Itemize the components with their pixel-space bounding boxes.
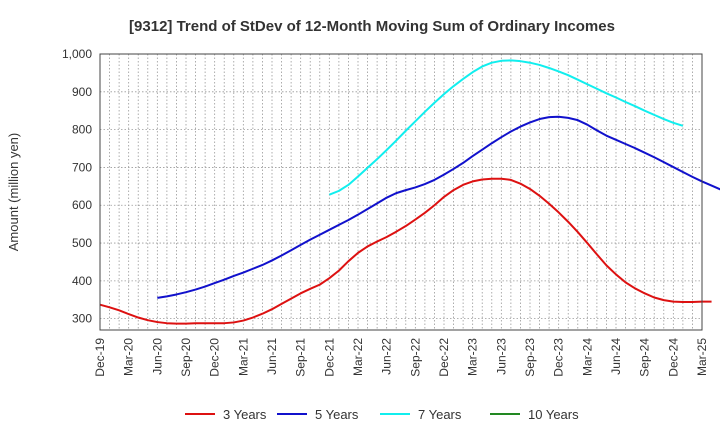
legend-label-10-years: 10 Years — [528, 407, 579, 422]
legend-label-5-years: 5 Years — [315, 407, 359, 422]
chart-title: [9312] Trend of StDev of 12-Month Moving… — [129, 18, 615, 35]
axis-layer: 300 400 500 600 700 800 900 1,000 Dec-19 Mar-20 Ju… — [62, 47, 709, 377]
x-tick-label: Dec-19 — [93, 338, 107, 377]
x-tick-label: Jun-20 — [150, 338, 164, 375]
y-tick-label: 900 — [72, 85, 92, 99]
grid-layer — [100, 53, 702, 330]
x-tick-label: Dec-21 — [322, 338, 336, 377]
x-tick-label: Mar-25 — [695, 338, 709, 376]
x-tick-label: Dec-24 — [666, 338, 680, 377]
series-line-7-years — [328, 59, 684, 196]
series-line-3-years — [99, 177, 712, 325]
x-tick-label: Mar-24 — [580, 338, 594, 376]
x-tick-label: Sep-24 — [638, 338, 652, 377]
y-tick-label: 800 — [72, 123, 92, 137]
series-layer — [99, 59, 720, 325]
y-tick-label: 1,000 — [62, 47, 92, 61]
y-tick-label: 300 — [72, 312, 92, 326]
y-tick-label: 400 — [72, 274, 92, 288]
y-axis-label: Amount (million yen) — [6, 133, 21, 252]
x-tick-label: Jun-23 — [494, 338, 508, 375]
x-tick-label: Mar-21 — [236, 338, 250, 376]
x-tick-label: Mar-23 — [466, 338, 480, 376]
y-tick-label: 700 — [72, 160, 92, 174]
legend: 3 Years 5 Years 7 Years 10 Years — [185, 407, 579, 422]
y-tick-label: 500 — [72, 236, 92, 250]
y-tick-label: 600 — [72, 198, 92, 212]
series-line-5-years — [157, 115, 720, 299]
x-tick-label: Jun-21 — [265, 338, 279, 375]
x-tick-label: Dec-20 — [208, 338, 222, 377]
x-tick-label: Mar-20 — [122, 338, 136, 376]
x-tick-label: Jun-24 — [609, 338, 623, 375]
x-tick-label: Mar-22 — [351, 338, 365, 376]
x-tick-label: Sep-23 — [523, 338, 537, 377]
x-tick-label: Sep-21 — [294, 338, 308, 377]
x-tick-label: Dec-22 — [437, 338, 451, 377]
legend-label-7-years: 7 Years — [418, 407, 462, 422]
x-tick-label: Dec-23 — [552, 338, 566, 377]
legend-label-3-years: 3 Years — [223, 407, 267, 422]
x-tick-label: Sep-22 — [408, 338, 422, 377]
plot-frame — [99, 53, 703, 331]
x-tick-label: Jun-22 — [380, 338, 394, 375]
x-tick-label: Sep-20 — [179, 338, 193, 377]
